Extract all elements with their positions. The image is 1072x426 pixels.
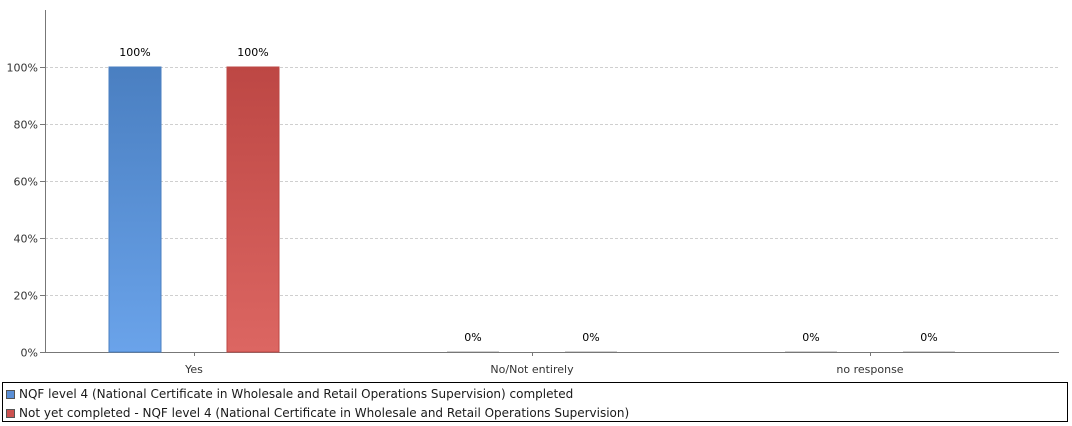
y-tick-label: 20%: [14, 290, 38, 303]
data-label: 0%: [582, 331, 599, 344]
y-tick-label: 60%: [14, 176, 38, 189]
x-category-label: No/Not entirely: [490, 363, 574, 376]
data-label: 0%: [464, 331, 481, 344]
legend-item-not-yet-completed: Not yet completed - NQF level 4 (Nationa…: [6, 404, 629, 422]
y-tick-label: 0%: [21, 347, 38, 360]
x-category-label: no response: [836, 363, 903, 376]
legend-swatch-completed: [6, 389, 15, 399]
bar-chart: 0% 20% 40% 60% 80% 100% Yes 100% 100% No/Not enti…: [7, 10, 1059, 376]
y-tick-label: 80%: [14, 119, 38, 132]
legend-swatch-not-yet-completed: [6, 408, 15, 418]
labels: 0% 20% 40% 60% 80% 100% Yes 100% 100% No/Not enti…: [7, 46, 938, 376]
grid-lines: [45, 67, 1059, 296]
legend: NQF level 4 (National Certificate in Who…: [2, 382, 1068, 422]
y-tick-label: 40%: [14, 233, 38, 246]
data-label: 0%: [920, 331, 937, 344]
bar: [226, 66, 280, 353]
data-label: 100%: [119, 46, 150, 59]
x-category-label: Yes: [184, 363, 203, 376]
bar: [108, 66, 162, 353]
bars: [108, 66, 955, 353]
legend-item-completed: NQF level 4 (National Certificate in Who…: [6, 385, 573, 403]
axes: [40, 10, 1059, 356]
legend-label-completed: NQF level 4 (National Certificate in Who…: [19, 387, 574, 401]
data-label: 100%: [237, 46, 268, 59]
data-label: 0%: [802, 331, 819, 344]
y-tick-label: 100%: [7, 62, 38, 75]
legend-label-not-yet-completed: Not yet completed - NQF level 4 (Nationa…: [19, 406, 630, 420]
